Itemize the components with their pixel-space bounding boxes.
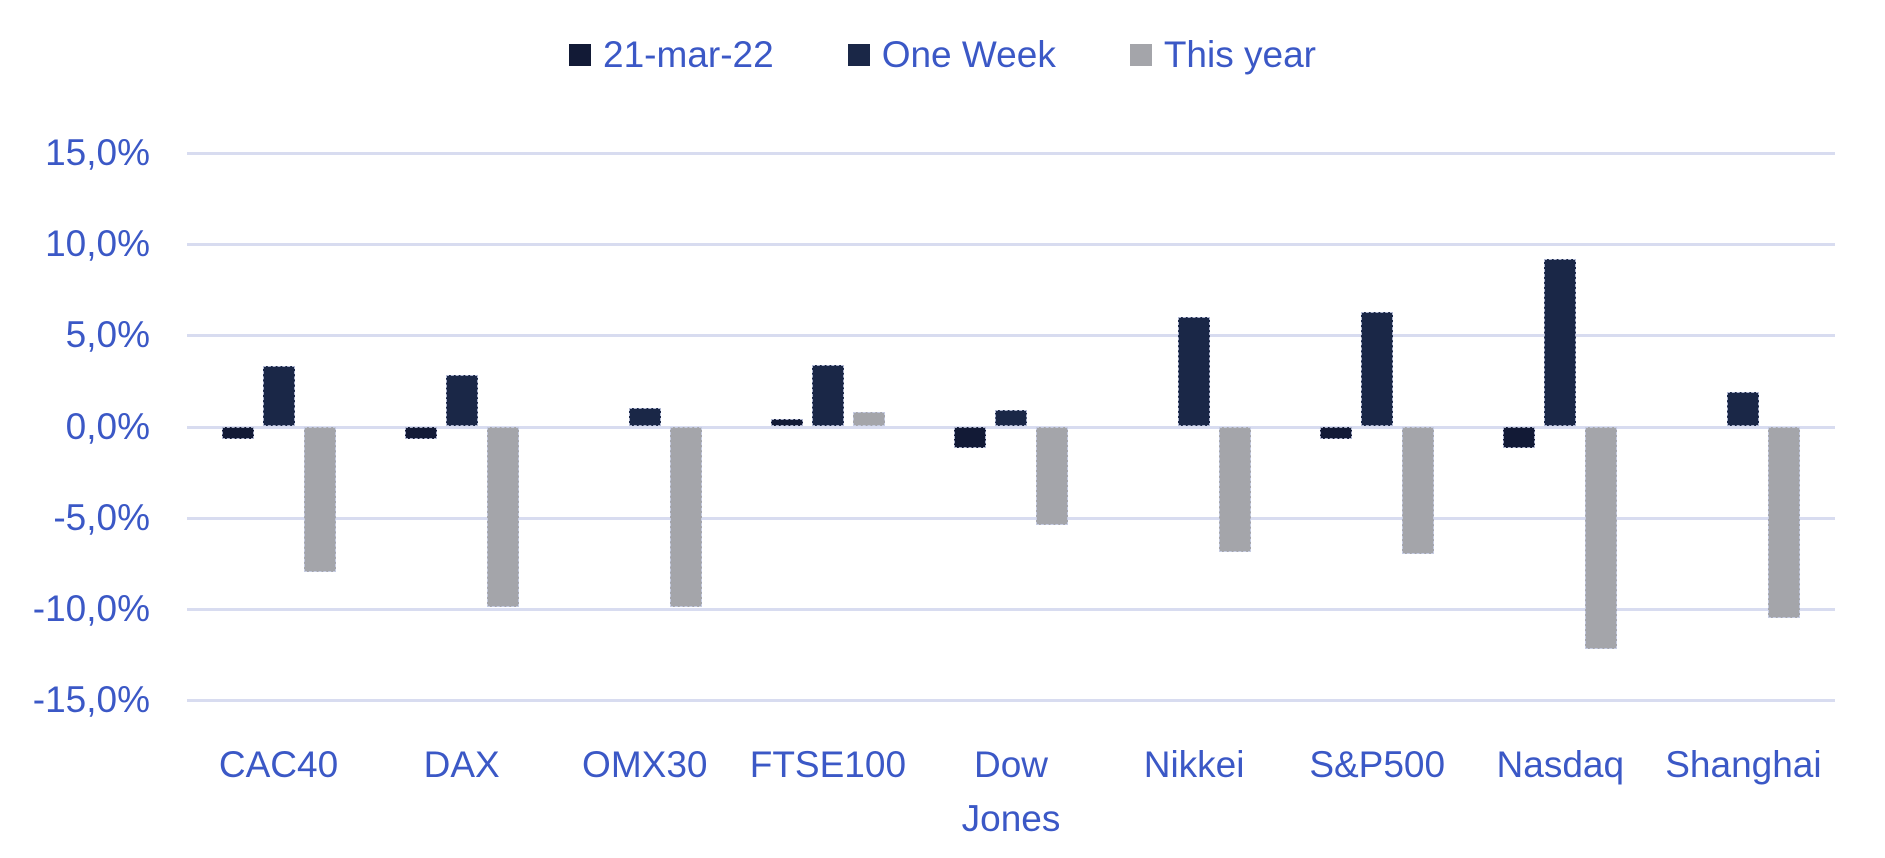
x-axis-label: Nikkei (1143, 744, 1245, 785)
bar-this-year (669, 426, 702, 607)
legend-swatch-icon (569, 44, 592, 66)
x-axis-label: FTSE100 (749, 744, 907, 785)
y-tick-label: 0,0% (65, 405, 150, 447)
bar-21-mar-22 (404, 426, 437, 440)
bar-one-week (262, 366, 295, 427)
bar-this-year (852, 411, 885, 427)
legend-item: This year (1129, 33, 1316, 77)
legend-label: This year (1163, 34, 1316, 75)
gridline (187, 243, 1835, 247)
bar-one-week (628, 408, 661, 427)
bar-one-week (995, 410, 1027, 427)
y-tick-label: -15,0% (32, 679, 150, 720)
legend-swatch-icon (1129, 44, 1152, 66)
y-tick-label: -10,0% (32, 587, 150, 629)
x-axis-label: Shanghai (1665, 744, 1822, 785)
legend-label: 21-mar-22 (603, 34, 774, 75)
bar-one-week (1178, 317, 1211, 427)
bar-this-year (1402, 426, 1435, 555)
legend-label: One Week (881, 34, 1056, 75)
bar-this-year (1036, 426, 1068, 525)
legend-swatch-icon (847, 44, 870, 66)
x-axis-label: Dow Jones (961, 744, 1061, 839)
gridline (187, 516, 1835, 520)
plot-area (187, 152, 1835, 702)
gridline (187, 699, 1835, 702)
bar-this-year (1219, 426, 1252, 553)
chart-legend: 21-mar-22 One Week This year (0, 33, 1885, 77)
x-axis-label: S&P500 (1309, 744, 1446, 785)
x-axis-label: OMX30 (582, 744, 708, 785)
bar-this-year (303, 426, 336, 573)
y-tick-label: 15,0% (45, 132, 150, 173)
bar-21-mar-22 (221, 426, 254, 440)
bar-one-week (1361, 311, 1394, 427)
gridline (187, 334, 1835, 338)
bar-21-mar-22 (954, 426, 986, 449)
bar-21-mar-22 (770, 419, 803, 427)
bar-this-year (1768, 426, 1801, 618)
x-axis-label: CAC40 (218, 744, 339, 785)
bar-21-mar-22 (1503, 426, 1536, 449)
bar-21-mar-22 (1320, 426, 1353, 440)
gridline (187, 425, 1835, 429)
bar-one-week (1727, 391, 1760, 427)
legend-item: One Week (847, 33, 1056, 77)
bar-one-week (811, 364, 844, 427)
y-tick-label: -5,0% (53, 496, 150, 538)
gridline (187, 607, 1835, 611)
x-axis-label: DAX (423, 744, 500, 785)
x-axis-label: Nasdaq (1496, 744, 1625, 785)
y-tick-label: 5,0% (65, 314, 150, 356)
bar-this-year (1585, 426, 1618, 649)
bar-one-week (1544, 258, 1577, 427)
bar-this-year (486, 426, 519, 607)
y-tick-label: 10,0% (45, 223, 150, 265)
gridline (187, 152, 1835, 155)
legend-item: 21-mar-22 (569, 33, 774, 77)
bar-one-week (445, 375, 478, 427)
